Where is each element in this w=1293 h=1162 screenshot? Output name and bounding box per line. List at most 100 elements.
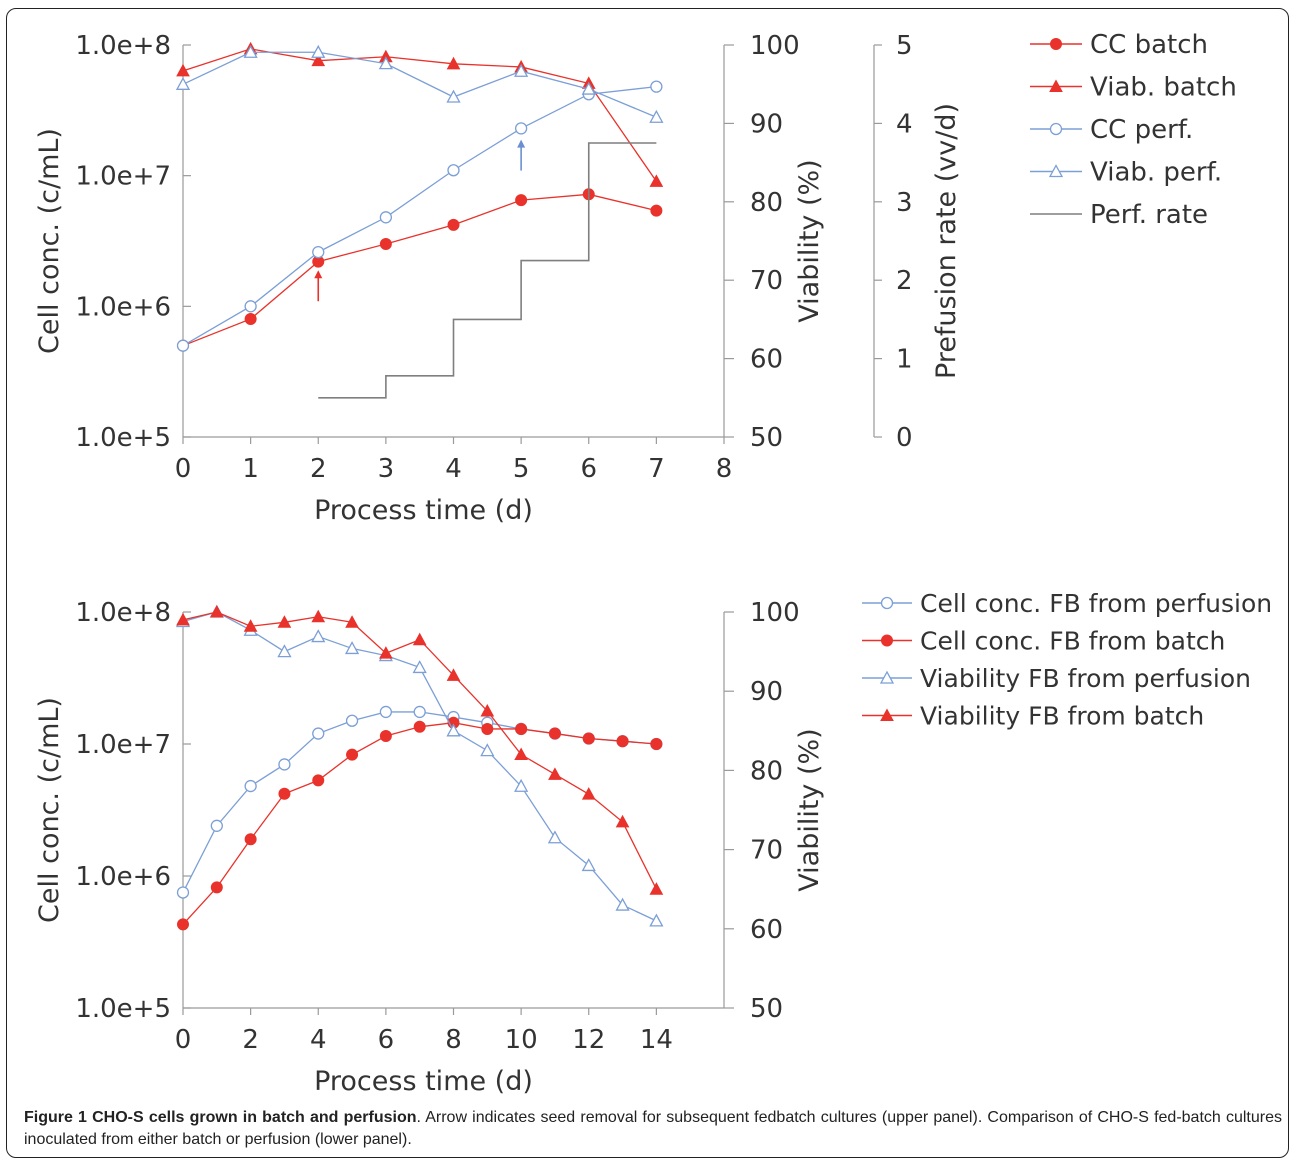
- legend-label: Cell conc. FB from perfusion: [920, 589, 1272, 618]
- data-point: [379, 237, 392, 250]
- data-point: [175, 76, 191, 90]
- y-left-tick-label: 1.0e+7: [75, 730, 171, 760]
- y-right-perfusion-tick-label: 2: [896, 266, 913, 296]
- y-left-axis-label: Cell conc. (c/mL): [34, 697, 65, 923]
- y-right-perfusion-axis-label: Prefusion rate (vv/d): [931, 103, 962, 379]
- legend-swatch-marker: [881, 634, 893, 647]
- figure-frame: [6, 8, 1289, 1158]
- y-right-viability-tick-label: 80: [750, 188, 783, 218]
- y-right-viability-tick-label: 100: [750, 31, 800, 61]
- data-point: [515, 722, 528, 735]
- y-left-tick-label: 1.0e+8: [75, 31, 171, 61]
- y-right-perfusion-tick-label: 0: [896, 423, 913, 453]
- y-right-viability-tick-label: 100: [750, 598, 800, 628]
- data-point: [311, 53, 326, 67]
- y-right-viability-axis-label: Viability (%): [794, 728, 825, 891]
- seed-removal-arrow-head: [314, 270, 323, 279]
- x-tick-label: 5: [513, 454, 530, 484]
- data-point: [210, 881, 223, 894]
- series-line: [182, 611, 657, 890]
- data-point: [379, 646, 393, 659]
- data-point: [446, 668, 461, 681]
- y-right-viability-tick-label: 60: [750, 345, 783, 375]
- y-right-viability-tick-label: 90: [750, 109, 783, 139]
- data-point: [446, 89, 461, 103]
- y-left-tick-label: 1.0e+6: [75, 292, 171, 322]
- data-point: [176, 339, 190, 352]
- data-point: [412, 660, 427, 674]
- data-point: [312, 245, 325, 259]
- y-left-axis-label: Cell conc. (c/mL): [34, 128, 65, 354]
- y-right-perfusion-tick-label: 5: [896, 31, 913, 61]
- y-right-viability-tick-label: 50: [750, 994, 783, 1024]
- x-axis-label: Process time (d): [314, 1066, 533, 1097]
- series-line: [182, 51, 657, 118]
- data-point: [311, 44, 326, 58]
- y-left-tick-label: 1.0e+5: [75, 423, 171, 453]
- data-point: [515, 194, 528, 207]
- data-point: [650, 80, 663, 93]
- data-point: [615, 814, 630, 828]
- data-point: [311, 609, 326, 623]
- y-left-tick-label: 1.0e+7: [75, 162, 171, 192]
- data-point: [177, 918, 189, 931]
- figure-caption: Figure 1 CHO-S cells grown in batch and …: [24, 1107, 1282, 1151]
- data-point: [277, 644, 292, 658]
- data-point: [278, 758, 291, 771]
- x-tick-label: 2: [242, 1025, 259, 1055]
- y-right-viability-tick-label: 50: [750, 423, 783, 453]
- data-point: [345, 615, 359, 628]
- y-left-tick-label: 1.0e+8: [75, 598, 171, 628]
- data-point: [378, 56, 393, 70]
- y-right-viability-tick-label: 70: [750, 836, 783, 866]
- x-tick-label: 4: [445, 454, 462, 484]
- data-point: [278, 787, 291, 800]
- lower-panel: 0 2 4 6 8 10 12 14 1.0e+5 1.0e+6 1.0e+7 1.0e+8 50 60 7…: [34, 589, 1272, 1097]
- y-right-viability-axis-label: Viability (%): [794, 159, 825, 322]
- legend-swatch-marker: [879, 670, 895, 684]
- data-point: [649, 109, 664, 123]
- data-point: [547, 830, 563, 844]
- y-right-perfusion-tick-label: 1: [896, 345, 913, 375]
- data-point: [649, 913, 664, 927]
- data-point: [379, 211, 393, 224]
- legend-label: Viab. perf.: [1090, 158, 1222, 188]
- data-point: [548, 727, 561, 740]
- data-point: [447, 218, 460, 231]
- legend-label: Perf. rate: [1090, 200, 1208, 230]
- legend-swatch-marker: [1048, 164, 1064, 178]
- data-point: [413, 720, 426, 733]
- series-line: [182, 86, 657, 347]
- series-line-perf-rate: [318, 142, 657, 399]
- y-right-perfusion-tick-label: 4: [896, 109, 913, 139]
- data-point: [243, 44, 258, 58]
- data-point: [581, 787, 596, 800]
- data-point: [514, 63, 529, 77]
- data-point: [514, 747, 528, 761]
- legend-swatch-marker: [880, 596, 894, 610]
- data-point: [615, 897, 630, 911]
- x-tick-label: 7: [648, 454, 665, 484]
- y-right-viability-tick-label: 80: [750, 756, 783, 786]
- x-tick-label: 2: [310, 454, 327, 484]
- x-tick-label: 4: [310, 1025, 327, 1055]
- series-line: [182, 722, 657, 925]
- legend-label: CC perf.: [1090, 115, 1193, 145]
- y-right-perfusion-tick-label: 3: [896, 188, 913, 218]
- x-tick-label: 14: [640, 1025, 673, 1055]
- data-point: [650, 204, 663, 217]
- y-left-tick-label: 1.0e+6: [75, 862, 171, 892]
- x-tick-label: 0: [175, 1025, 192, 1055]
- data-point: [379, 729, 392, 742]
- data-point: [582, 732, 595, 745]
- x-tick-label: 8: [716, 454, 733, 484]
- y-right-viability-tick-label: 70: [750, 266, 783, 296]
- x-tick-label: 8: [445, 1025, 462, 1055]
- data-point: [379, 705, 393, 719]
- data-point: [244, 300, 257, 313]
- legend-label: Viability FB from batch: [920, 702, 1204, 731]
- caption-title: Figure 1 CHO-S cells grown in batch and …: [24, 1109, 417, 1126]
- data-point: [244, 833, 257, 846]
- data-point: [277, 615, 292, 628]
